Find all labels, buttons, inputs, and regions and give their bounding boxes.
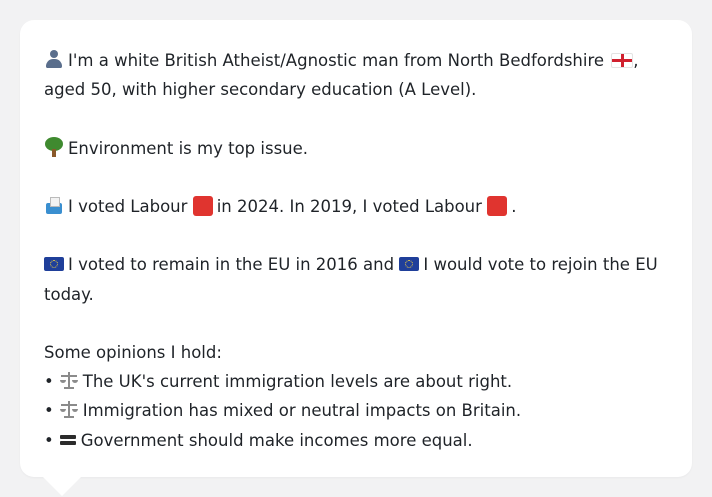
red-square-icon — [487, 195, 508, 216]
opinion-text: Government should make incomes more equa… — [80, 430, 473, 450]
vote-text-2: in 2024. In 2019, I voted Labour — [216, 196, 482, 216]
vote-text-1: I voted Labour — [68, 196, 188, 216]
equals-icon — [59, 430, 77, 450]
opinions-section: Some opinions I hold: • The UK's current … — [44, 338, 668, 455]
intro-comma: , — [633, 51, 639, 70]
intro-paragraph: I'm a white British Atheist/Agnostic man… — [44, 46, 668, 104]
intro-line-1: I'm a white British Atheist/Agnostic man… — [44, 46, 668, 75]
profile-card: I'm a white British Atheist/Agnostic man… — [20, 20, 692, 477]
opinions-heading: Some opinions I hold: — [44, 342, 222, 362]
scales-icon — [59, 399, 79, 419]
eu-line-2: today. — [44, 284, 94, 304]
list-item: • The UK's current immigration levels are… — [44, 367, 668, 396]
scales-icon — [59, 370, 79, 390]
bullet: • — [44, 372, 54, 392]
intro-text: I'm a white British Atheist/Agnostic man… — [68, 51, 605, 70]
eu-text-2: I would vote to rejoin the EU — [423, 255, 658, 275]
eu-flag-icon — [399, 257, 420, 272]
opinion-text: The UK's current immigration levels are … — [82, 372, 513, 392]
opinion-text: Immigration has mixed or neutral impacts… — [82, 401, 522, 421]
vote-text-3: . — [511, 196, 517, 216]
eu-paragraph: I voted to remain in the EU in 2016 and … — [44, 250, 668, 308]
bullet: • — [44, 430, 54, 450]
flag-england-icon — [611, 53, 634, 68]
tree-icon — [44, 136, 64, 157]
list-item: • Government should make incomes more equ… — [44, 426, 668, 455]
ballot-box-icon — [44, 195, 64, 215]
bullet: • — [44, 401, 54, 421]
speech-bubble-tail — [42, 476, 82, 496]
eu-text-1: I voted to remain in the EU in 2016 and — [68, 255, 395, 275]
list-item: • Immigration has mixed or neutral impact… — [44, 396, 668, 425]
top-issue-paragraph: Environment is my top issue. — [44, 134, 668, 163]
red-square-icon — [192, 195, 213, 216]
eu-flag-icon — [44, 257, 64, 272]
top-issue-text: Environment is my top issue. — [68, 138, 309, 158]
vote-paragraph: I voted Labour in 2024. In 2019, I voted… — [44, 192, 668, 221]
person-icon — [44, 49, 64, 69]
intro-line-2: aged 50, with higher secondary education… — [44, 80, 477, 100]
